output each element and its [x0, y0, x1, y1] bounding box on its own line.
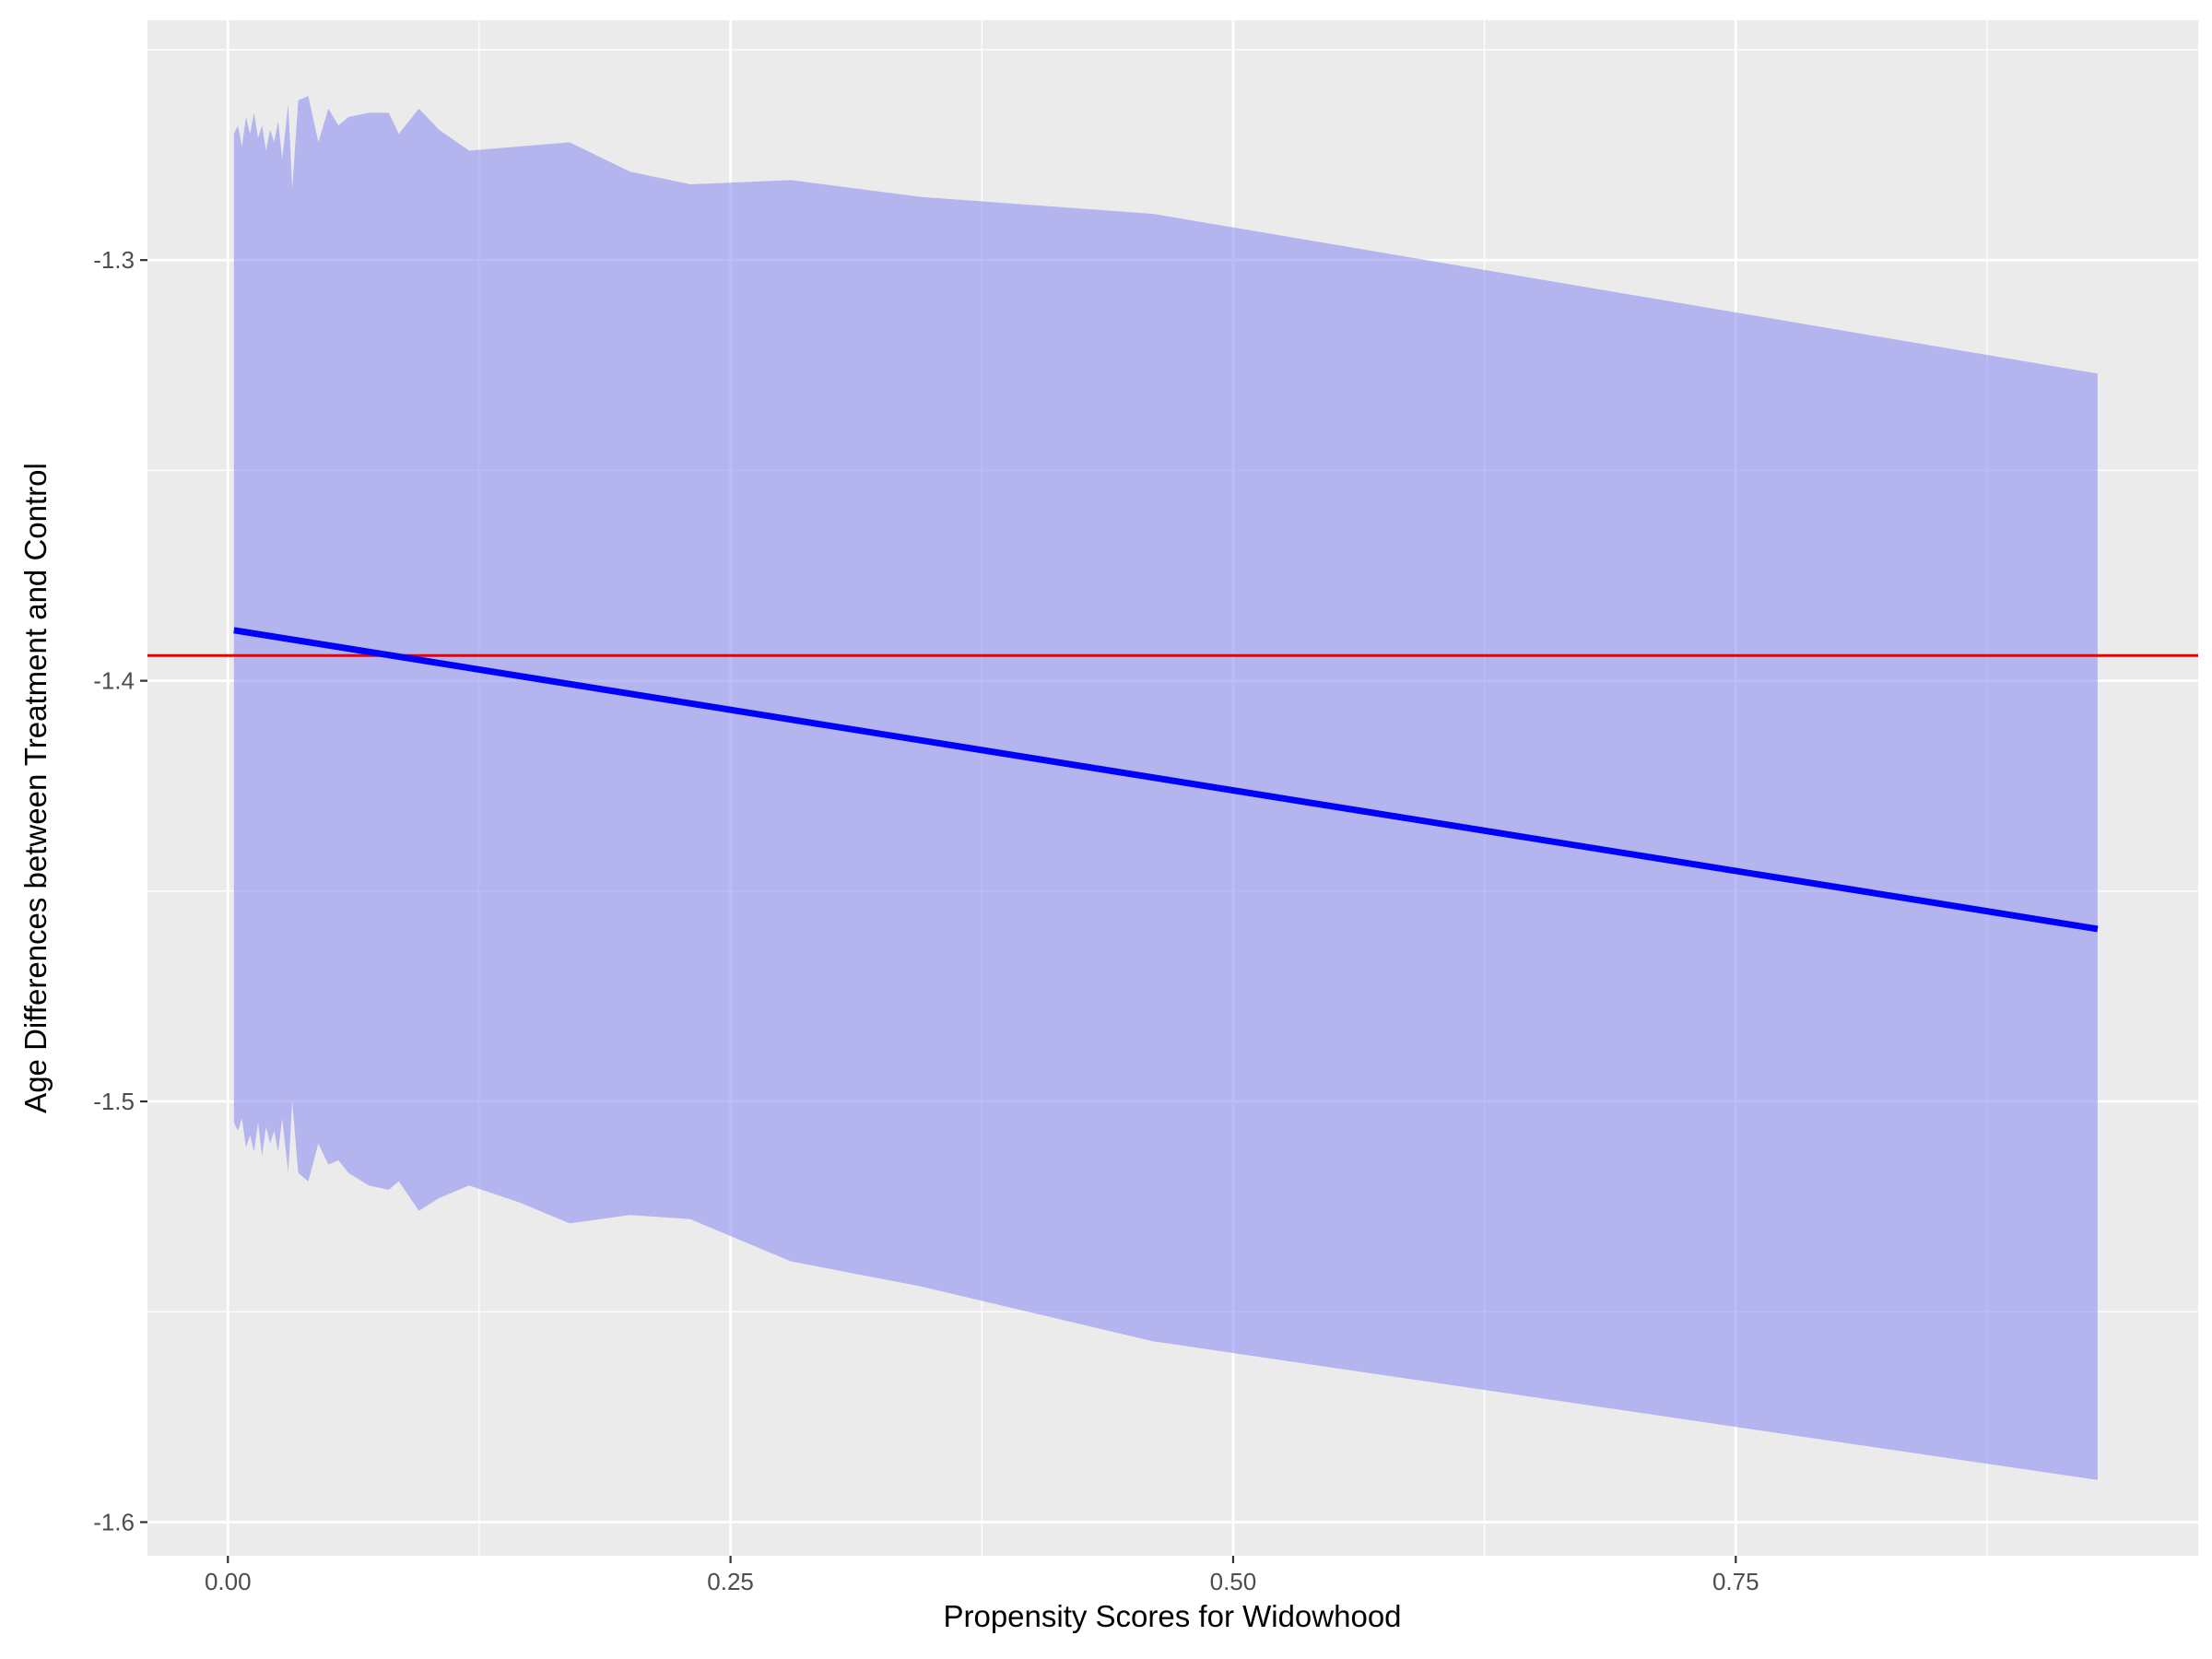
x-tick-label: 0.00 — [205, 1568, 252, 1595]
y-tick-label: -1.4 — [93, 667, 135, 695]
chart-marks — [147, 96, 2198, 1480]
y-tick-label: -1.3 — [93, 246, 135, 274]
x-tick-label: 0.25 — [707, 1568, 754, 1595]
y-axis: -1.3 -1.4 -1.5 -1.6 — [93, 246, 147, 1535]
y-tick-label: -1.5 — [93, 1088, 135, 1115]
fitted-line — [233, 627, 2099, 933]
x-tick-label: 0.75 — [1712, 1568, 1759, 1595]
confidence-ribbon — [233, 96, 2098, 1480]
x-axis-title: Propensity Scores for Widowhood — [943, 1599, 1401, 1633]
y-axis-title: Age Differences between Treatment and Co… — [18, 463, 53, 1113]
y-tick-label: -1.6 — [93, 1508, 135, 1535]
x-axis: 0.00 0.25 0.50 0.75 — [205, 1556, 1759, 1595]
x-tick-label: 0.50 — [1210, 1568, 1257, 1595]
